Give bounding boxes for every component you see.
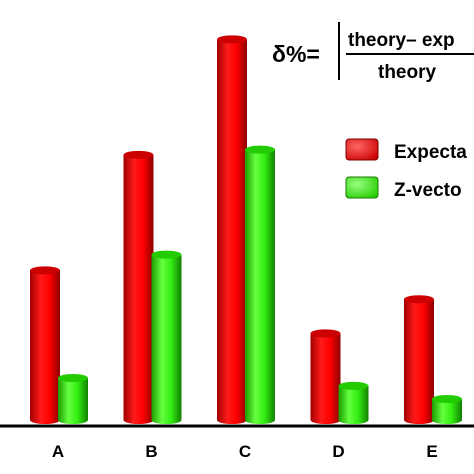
legend-swatch-expecta (345, 138, 379, 161)
bar-cap (404, 295, 434, 304)
bar-body (217, 39, 247, 424)
bar-cap (217, 35, 247, 44)
legend-label-expecta: Expecta (394, 142, 467, 163)
bar-cap (245, 145, 275, 154)
legend-label-z-vecto: Z-vecto (394, 180, 462, 201)
bar-body (151, 254, 182, 424)
x-tick-label-b: B (145, 442, 157, 461)
bar-body (58, 378, 88, 424)
bar-body (123, 154, 154, 424)
bar-cap (151, 250, 182, 259)
legend: Expecta Z-vecto (345, 138, 467, 201)
bar-cap (432, 395, 462, 403)
formula-numerator: theory– exp (348, 30, 455, 51)
bar-e-series-1 (432, 395, 462, 424)
x-tick-label-d: D (332, 442, 344, 461)
legend-swatch-z-vecto (345, 176, 379, 199)
bar-b-series-0 (123, 150, 154, 424)
x-tick-label-c: C (239, 442, 251, 461)
bar-cap (30, 266, 60, 275)
bar-e-series-0 (404, 295, 434, 424)
bar-a-series-0 (30, 266, 60, 424)
bar-cap (310, 329, 341, 338)
bar-c-series-1 (245, 145, 275, 424)
bar-d-series-1 (338, 381, 369, 424)
x-tick-label-a: A (52, 442, 64, 461)
bars-group (30, 35, 462, 424)
x-tick-label-e: E (426, 442, 437, 461)
bar-a-series-1 (58, 374, 88, 424)
bar-body (245, 149, 275, 424)
formula-lhs: δ%= (272, 41, 320, 67)
formula-annotation: δ%= theory– exp theory (272, 22, 474, 83)
bar-cap (338, 381, 369, 390)
bar-cap (123, 150, 154, 159)
bar-b-series-1 (151, 250, 182, 424)
x-tick-labels: A B C D E (52, 442, 438, 461)
bar-body (404, 299, 434, 424)
bar-body (310, 333, 341, 424)
bar-d-series-0 (310, 329, 341, 424)
formula-denominator: theory (378, 62, 437, 83)
bar-body (432, 399, 462, 424)
bar-cap (58, 374, 88, 382)
bar-body (30, 270, 60, 424)
bar-body (338, 385, 369, 424)
bar-c-series-0 (217, 35, 247, 424)
